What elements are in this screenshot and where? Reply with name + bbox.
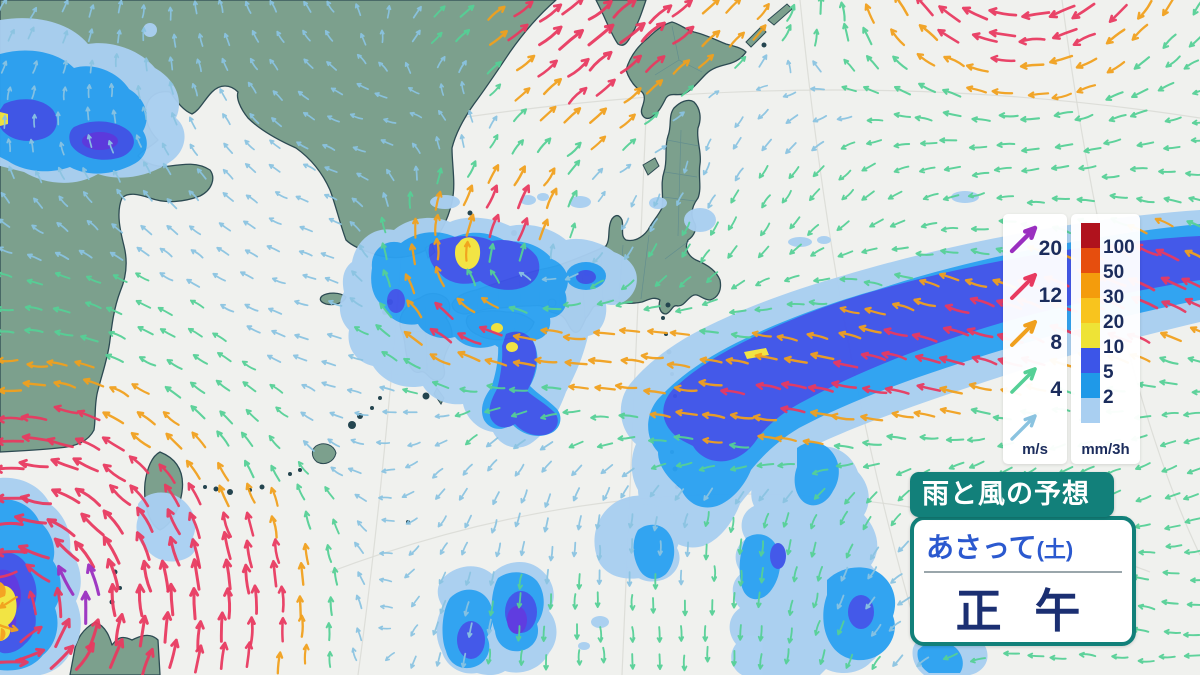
forecast-day-text: あさって (926, 532, 1037, 563)
rain-swatch-20 (1081, 298, 1100, 323)
wind-speed-legend: 20 12 8 4 m/s (1003, 214, 1067, 464)
forecast-title: 雨と風の予想 (910, 472, 1114, 517)
wind-legend-row: 8 (1003, 314, 1067, 361)
forecast-time-card: あさって(土) 正 午 (910, 516, 1136, 646)
wind-speed-label: 8 (1050, 331, 1062, 354)
rain-swatch-low (1081, 398, 1100, 423)
rain-extreme-orange (0, 582, 6, 641)
rain-swatch-2 (1081, 373, 1100, 398)
wind-arrow-20-icon (1009, 225, 1038, 254)
wind-arrow-light-icon (1010, 414, 1037, 441)
hokkaido (625, 21, 747, 120)
rain-level-label: 100 (1103, 237, 1135, 258)
rain-level-label: 10 (1103, 337, 1125, 358)
rain-unit-label: mm/3h (1081, 441, 1130, 458)
sado (642, 157, 660, 176)
rain-level-label: 30 (1103, 287, 1125, 308)
wind-arrow-8-icon (1010, 320, 1037, 347)
rain-scale-legend: 100 50 30 20 10 5 2 mm/3h (1071, 214, 1140, 464)
rain-level-label: 2 (1103, 387, 1114, 408)
wind-legend-row: 20 (1003, 220, 1067, 267)
rain-swatch-100 (1081, 223, 1100, 248)
etorofu (767, 3, 793, 26)
rain-swatch-5 (1081, 348, 1100, 373)
forecast-day: あさって(土) (914, 520, 1132, 566)
sakhalin (595, 0, 647, 46)
rain-swatch-10 (1081, 323, 1100, 348)
wind-legend-row (1003, 408, 1067, 455)
forecast-day-suffix: (土) (1036, 537, 1074, 562)
forecast-time: 正 午 (955, 585, 1091, 637)
wind-legend-row: 12 (1003, 267, 1067, 314)
wind-legend-row: 4 (1003, 361, 1067, 408)
rain-level-label: 20 (1103, 312, 1125, 333)
wind-arrow-4-icon (1010, 367, 1037, 394)
wind-arrow-12-icon (1010, 273, 1037, 300)
wind-speed-label: 4 (1050, 378, 1062, 401)
rain-swatch-30 (1081, 273, 1100, 298)
divider (924, 571, 1122, 573)
okinawa-island (311, 443, 337, 465)
wind-speed-label: 20 (1038, 237, 1062, 260)
rain-level-label: 5 (1103, 362, 1114, 383)
jeju (319, 292, 347, 306)
wind-speed-label: 12 (1038, 284, 1062, 307)
rain-level-label: 50 (1103, 262, 1125, 283)
forecast-title-panel: 雨と風の予想 あさって(土) 正 午 (910, 472, 1136, 646)
rain-swatch-50 (1081, 248, 1100, 273)
wind-unit-label: m/s (1022, 441, 1048, 458)
